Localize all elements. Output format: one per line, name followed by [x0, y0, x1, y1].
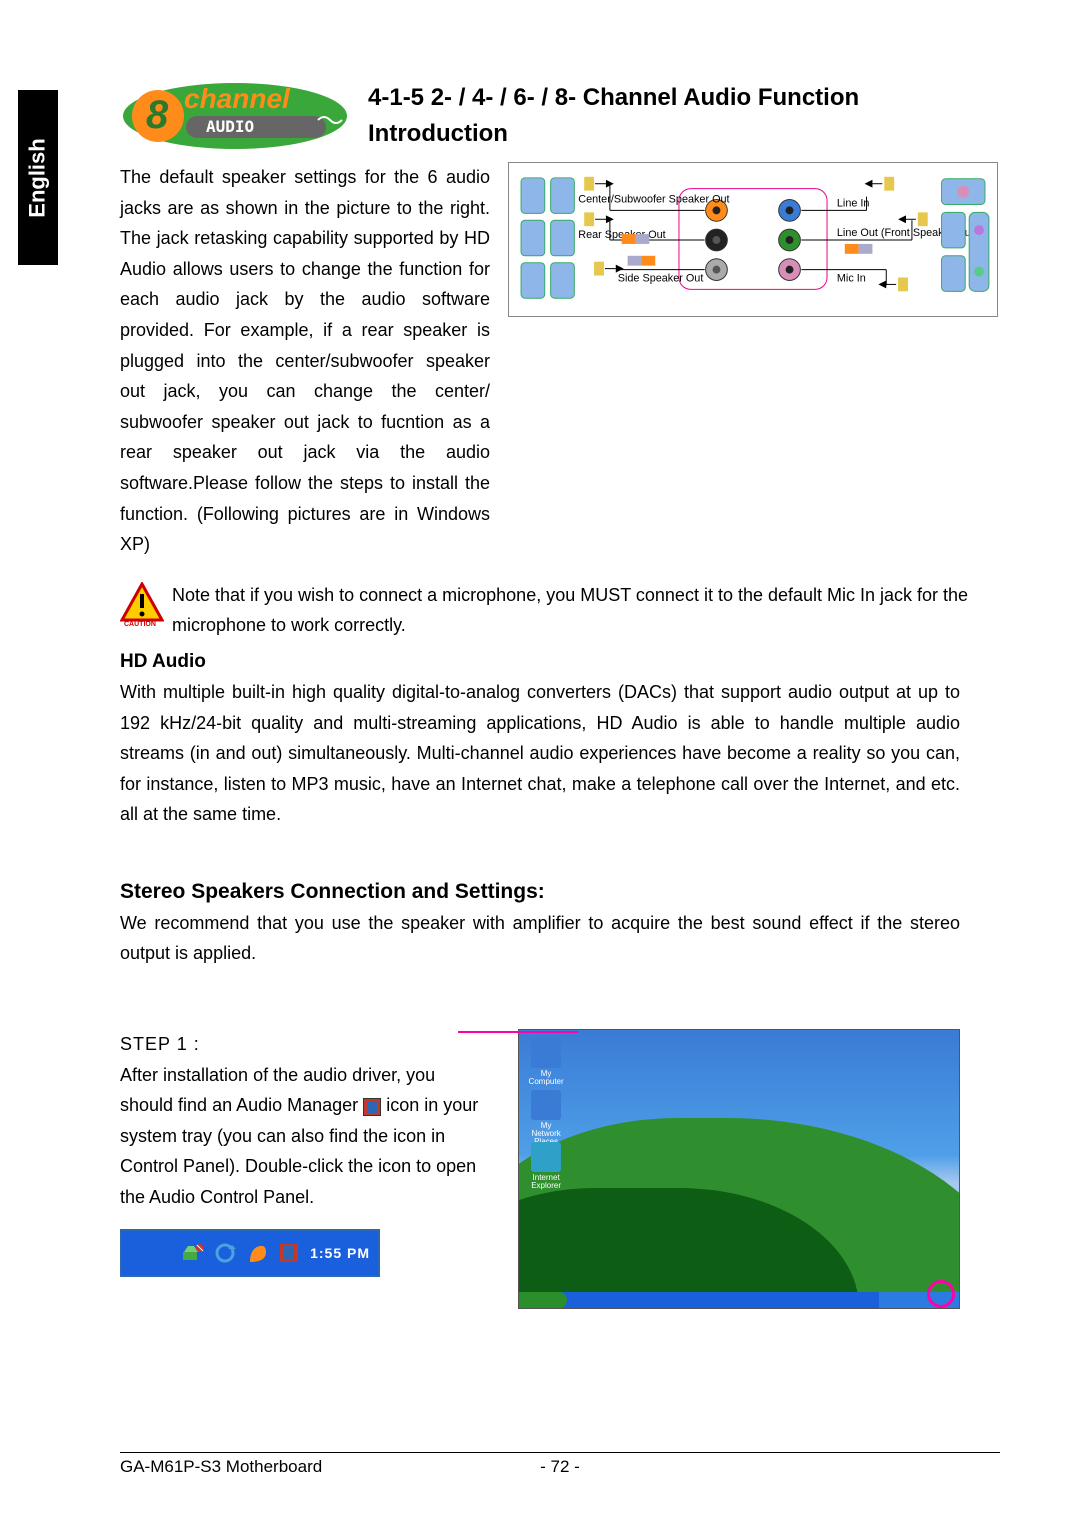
audio-manager-icon [363, 1098, 381, 1116]
tray-clock: 1:55 PM [310, 1245, 370, 1261]
step1-text: After installation of the audio driver, … [120, 1060, 488, 1213]
intro-paragraph: The default speaker settings for the 6 a… [120, 162, 490, 560]
svg-text:Side Speaker Out: Side Speaker Out [618, 272, 704, 284]
tray-safely-remove-icon [182, 1242, 204, 1264]
eight-channel-audio-logo: 8 channel AUDIO [120, 80, 350, 152]
svg-text:CAUTION: CAUTION [124, 621, 156, 626]
stereo-heading: Stereo Speakers Connection and Settings: [120, 880, 1000, 904]
tray-driver-icon [246, 1242, 268, 1264]
svg-text:channel: channel [184, 83, 291, 114]
rear-panel-diagram: Center/Subwoofer Speaker Out Rear Speake… [508, 162, 998, 317]
svg-text:AUDIO: AUDIO [206, 117, 254, 136]
svg-text:8: 8 [146, 93, 169, 137]
stereo-paragraph: We recommend that you use the speaker wi… [120, 908, 960, 969]
language-tab: English [18, 90, 58, 265]
section-title: 4-1-5 2- / 4- / 6- / 8- Channel Audio Fu… [368, 80, 1000, 152]
svg-text:Line In: Line In [837, 197, 870, 209]
svg-text:Mic In: Mic In [837, 272, 866, 284]
highlight-ring [927, 1280, 955, 1308]
step1-label: STEP 1 : [120, 1029, 488, 1060]
svg-text:Center/Subwoofer Speaker Out: Center/Subwoofer Speaker Out [578, 193, 729, 205]
caution-text: Note that if you wish to connect a micro… [172, 580, 1000, 641]
hd-audio-paragraph: With multiple built-in high quality digi… [120, 677, 960, 830]
hd-audio-heading: HD Audio [120, 651, 1000, 673]
footer-page-number: - 72 - [520, 1457, 600, 1477]
desktop-screenshot: My Computer My Network Places Internet E… [518, 1029, 960, 1309]
footer-left: GA-M61P-S3 Motherboard [120, 1457, 520, 1477]
system-tray: 1:55 PM [120, 1229, 380, 1277]
tray-refresh-icon [214, 1242, 236, 1264]
tray-audio-manager-icon [278, 1242, 300, 1264]
language-tab-label: English [25, 138, 51, 217]
caution-icon: CAUTION [120, 582, 164, 626]
